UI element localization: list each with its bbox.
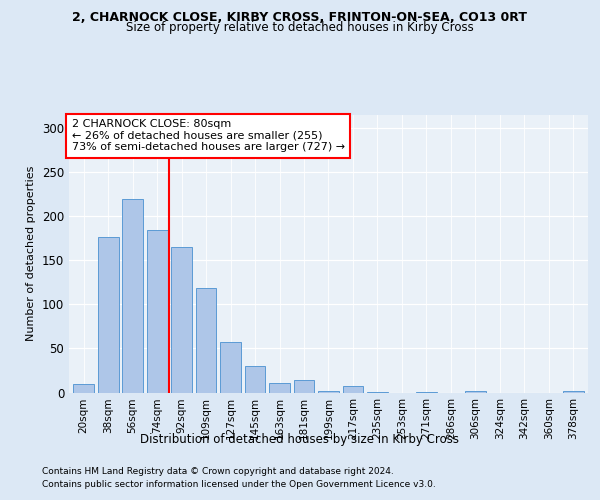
Text: Distribution of detached houses by size in Kirby Cross: Distribution of detached houses by size …: [140, 432, 460, 446]
Text: Contains public sector information licensed under the Open Government Licence v3: Contains public sector information licen…: [42, 480, 436, 489]
Bar: [73, 384, 94, 392]
Y-axis label: Number of detached properties: Number of detached properties: [26, 166, 37, 342]
Bar: [563, 390, 584, 392]
Bar: [465, 390, 486, 392]
Bar: [343, 386, 364, 392]
Text: 2 CHARNOCK CLOSE: 80sqm
← 26% of detached houses are smaller (255)
73% of semi-d: 2 CHARNOCK CLOSE: 80sqm ← 26% of detache…: [71, 119, 345, 152]
Text: Contains HM Land Registry data © Crown copyright and database right 2024.: Contains HM Land Registry data © Crown c…: [42, 468, 394, 476]
Bar: [98, 236, 119, 392]
Bar: [293, 380, 314, 392]
Text: Size of property relative to detached houses in Kirby Cross: Size of property relative to detached ho…: [126, 22, 474, 35]
Bar: [318, 390, 339, 392]
Text: 2, CHARNOCK CLOSE, KIRBY CROSS, FRINTON-ON-SEA, CO13 0RT: 2, CHARNOCK CLOSE, KIRBY CROSS, FRINTON-…: [73, 11, 527, 24]
Bar: [245, 366, 265, 392]
Bar: [196, 288, 217, 393]
Bar: [122, 198, 143, 392]
Bar: [220, 342, 241, 392]
Bar: [147, 230, 167, 392]
Bar: [269, 383, 290, 392]
Bar: [171, 247, 192, 392]
